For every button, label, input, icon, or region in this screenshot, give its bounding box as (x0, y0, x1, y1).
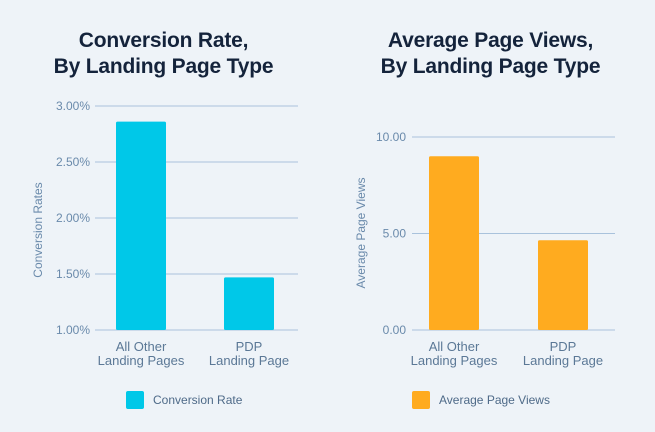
x-tick-label: Landing Pages (98, 353, 185, 368)
chart-title-line-1: Conversion Rate, (78, 29, 249, 52)
y-tick-label: 5.00 (383, 227, 407, 241)
bar (116, 121, 166, 331)
x-tick-label: PDP (550, 339, 577, 354)
chart-title: Average Page Views, By Landing Page Type (327, 28, 654, 80)
y-tick-label: 2.50% (56, 155, 90, 169)
x-tick-label: All Other (116, 339, 167, 354)
legend-label: Average Page Views (439, 393, 550, 407)
x-tick-label: All Other (429, 339, 480, 354)
legend-label: Conversion Rate (153, 393, 243, 407)
chart-title-line-2: By Landing Page Type (380, 55, 601, 78)
x-tick-label: Landing Page (209, 353, 289, 368)
y-axis-label: Conversion Rates (31, 182, 45, 278)
y-tick-label: 10.00 (376, 130, 406, 144)
y-tick-label: 1.00% (56, 323, 90, 337)
y-tick-label: 3.00% (56, 99, 90, 113)
y-tick-label: 0.00 (383, 323, 407, 337)
y-tick-label: 1.50% (56, 267, 90, 281)
bar (538, 240, 588, 330)
conversion-rate-chart: 1.00%1.50%2.00%2.50%3.00%All OtherLandin… (56, 99, 298, 368)
y-axis-label: Average Page Views (354, 177, 368, 289)
x-tick-label: Landing Pages (411, 353, 498, 368)
legend-swatch (126, 391, 144, 409)
x-tick-label: PDP (236, 339, 263, 354)
x-tick-label: Landing Page (523, 353, 603, 368)
chart-title-line-1: Average Page Views, (387, 29, 594, 52)
bar (429, 156, 479, 330)
bar (224, 277, 274, 330)
y-tick-label: 2.00% (56, 211, 90, 225)
legend: Conversion Rate (126, 391, 242, 409)
legend: Average Page Views (412, 391, 550, 409)
chart-title: Conversion Rate, By Landing Page Type (0, 28, 327, 80)
legend-swatch (412, 391, 430, 409)
chart-title-line-2: By Landing Page Type (53, 55, 274, 78)
conversion-rate-panel: Conversion Rate, By Landing Page Type 1.… (0, 0, 327, 432)
average-page-views-panel: Average Page Views, By Landing Page Type… (327, 0, 654, 432)
